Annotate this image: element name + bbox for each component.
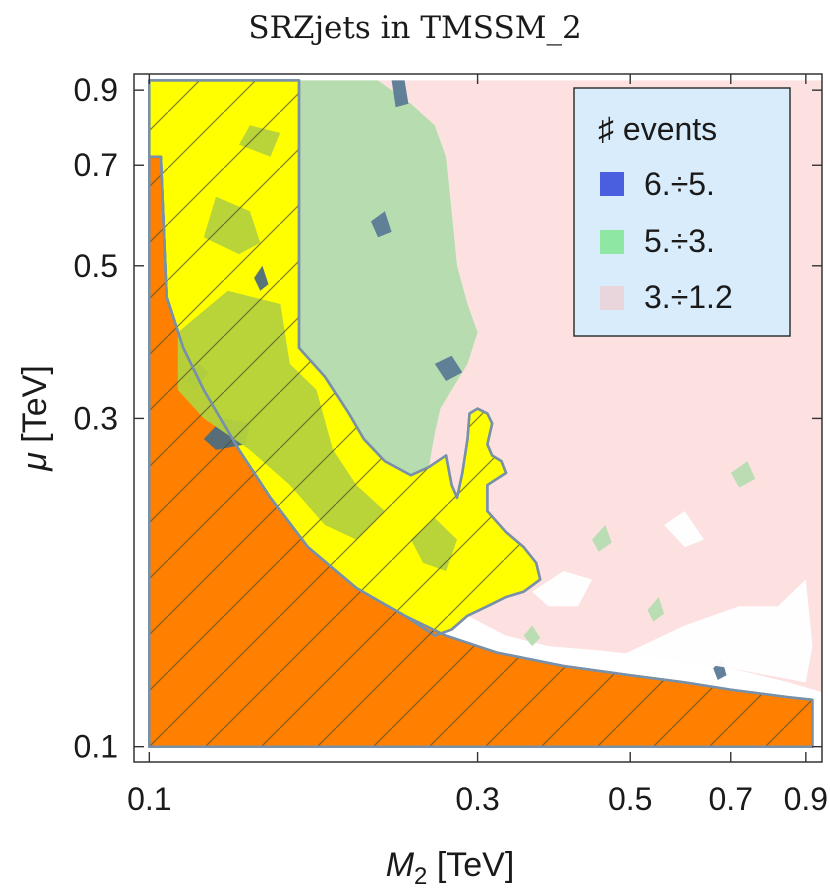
x-axis-subscript: 2 — [414, 863, 427, 890]
green-patch-pink-a — [730, 461, 756, 488]
hatch-excluded-orange — [148, 155, 814, 748]
white-patch-a — [664, 511, 704, 548]
green-patch-pink-d — [523, 625, 541, 647]
legend-label-0: 6.÷5. — [644, 166, 715, 202]
x-tick-label: 0.9 — [784, 781, 828, 817]
y-axis-unit: [TeV] — [16, 365, 54, 442]
y-tick-label: 0.3 — [74, 400, 118, 436]
y-axis-ticks: 0.1 0.3 0.5 0.7 0.9 — [74, 72, 822, 765]
y-tick-label: 0.5 — [74, 248, 118, 284]
x-axis-gap — [427, 846, 436, 884]
y-tick-label: 0.7 — [74, 147, 118, 183]
legend-swatch-2 — [600, 286, 624, 310]
x-axis-unit: [TeV] — [437, 846, 514, 884]
legend-swatch-0 — [600, 172, 624, 196]
green-patch-pink-b — [592, 525, 612, 552]
legend-label-1: 5.÷3. — [644, 223, 715, 259]
y-axis-gap — [16, 443, 54, 452]
chart-title: SRZjets in TMSSM_2 — [248, 10, 582, 46]
x-axis-label: M2 [TeV] — [386, 846, 515, 890]
legend-swatch-1 — [600, 230, 624, 254]
legend: ♯ events 6.÷5. 5.÷3. 3.÷1.2 — [573, 87, 791, 337]
white-patch-c — [532, 571, 592, 607]
legend-label-2: 3.÷1.2 — [644, 279, 733, 315]
hatch-layer — [148, 79, 814, 748]
white-patch-b — [618, 579, 813, 683]
y-axis-label: μ [TeV] — [16, 365, 54, 472]
x-tick-label: 0.7 — [709, 781, 753, 817]
x-tick-label: 0.3 — [455, 781, 499, 817]
blue-patch-left — [371, 211, 392, 238]
x-tick-label: 0.5 — [608, 781, 652, 817]
green-patch-pink-c — [647, 597, 665, 622]
blue-patch-top — [391, 80, 409, 108]
x-axis-ticks: 0.1 0.3 0.5 0.7 0.9 — [127, 74, 828, 817]
legend-title: ♯ events — [598, 111, 717, 147]
y-tick-label: 0.1 — [74, 729, 118, 765]
y-axis-symbol: μ — [16, 452, 54, 472]
x-axis-symbol: M — [386, 846, 415, 884]
y-tick-label: 0.9 — [74, 72, 118, 108]
region-green-region — [299, 80, 478, 476]
blue-patch-mid — [434, 355, 463, 381]
x-tick-label: 0.1 — [127, 781, 171, 817]
